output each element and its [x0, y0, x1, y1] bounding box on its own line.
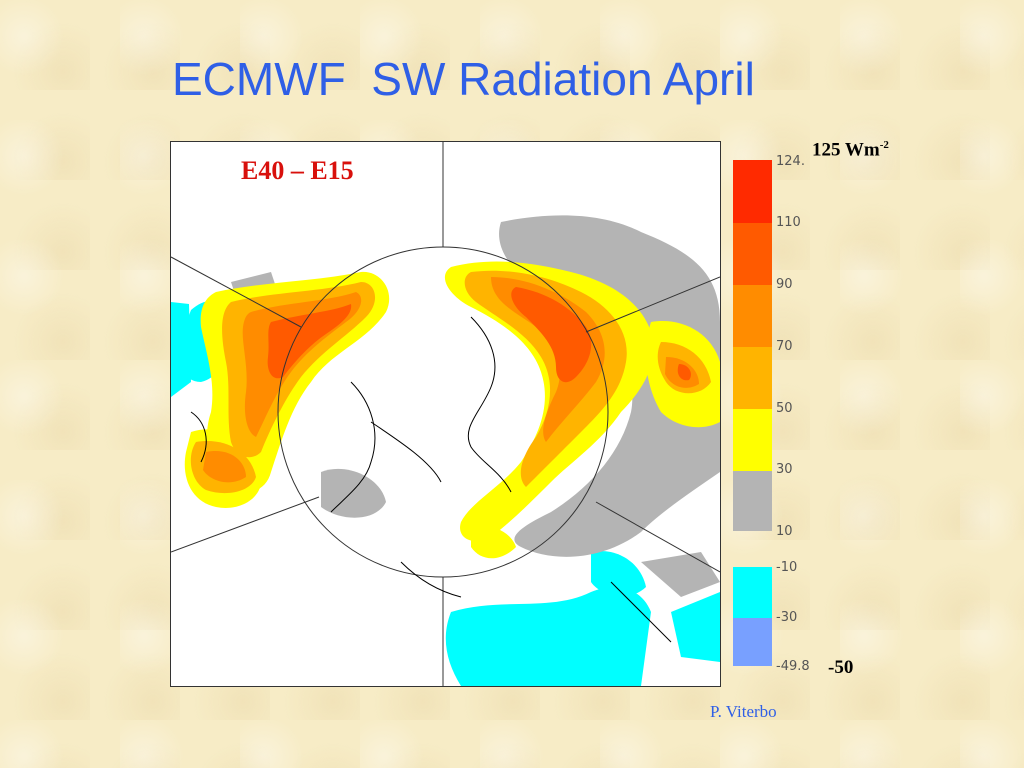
coastlines	[190, 316, 672, 643]
colorbar-swatch-30-50	[733, 409, 772, 471]
colorbar-tick: -30	[776, 610, 798, 625]
colorbar-swatch-50-70	[733, 347, 772, 409]
colorbar-swatch-70-90	[733, 285, 772, 347]
colorbar-swatch-minus30-minus50	[733, 618, 772, 666]
colorbar-tick: 70	[776, 339, 793, 354]
colorbar-tick: -10	[776, 560, 798, 575]
colorbar-tick: 30	[776, 462, 793, 477]
map-grid	[171, 142, 720, 686]
colorbar-swatch-10-30	[733, 471, 772, 531]
min-label: -50	[828, 657, 854, 678]
page-title: ECMWF SW Radiation April	[172, 53, 755, 105]
colorbar-swatch-110-125	[733, 160, 772, 223]
units-exponent: -2	[879, 139, 889, 151]
panel-label: E40 – E15	[241, 156, 354, 185]
colorbar-tick: 110	[776, 215, 801, 230]
colorbar-tick: 50	[776, 401, 793, 416]
anomaly-90-110	[267, 287, 691, 383]
colorbar-swatch-minus10-minus30	[733, 567, 772, 618]
colorbar-tick: -49.8	[776, 659, 810, 674]
credit: P. Viterbo	[710, 702, 777, 721]
colorbar-swatch-90-110	[733, 223, 772, 285]
units-text: 125 Wm	[812, 139, 880, 161]
colorbar-tick: 90	[776, 277, 793, 292]
colorbar-tick: 10	[776, 524, 793, 539]
units-label: 125 Wm-2	[812, 139, 889, 161]
colorbar-tick: 124.	[776, 154, 805, 169]
polar-map-graphic	[171, 142, 720, 686]
polar-map: E40 – E15	[170, 141, 721, 687]
